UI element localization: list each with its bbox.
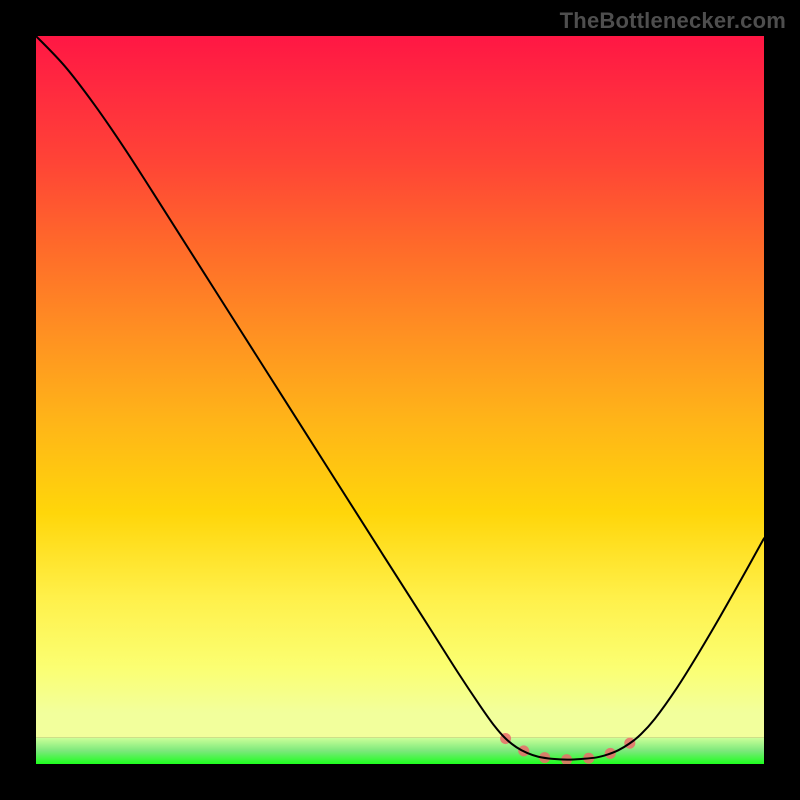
- plot-area: [36, 36, 764, 764]
- gradient-background: [36, 36, 764, 738]
- watermark-text: TheBottlenecker.com: [560, 8, 786, 34]
- plot-svg: [36, 36, 764, 764]
- green-band: [36, 738, 764, 764]
- chart-frame: TheBottlenecker.com: [0, 0, 800, 800]
